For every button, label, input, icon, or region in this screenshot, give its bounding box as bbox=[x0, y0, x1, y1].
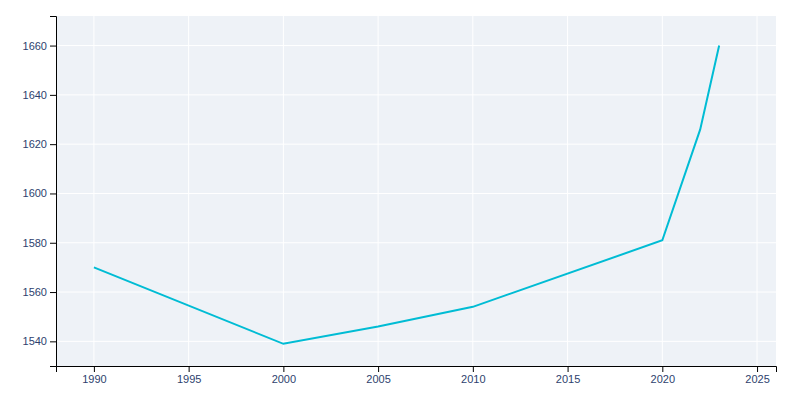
axis-line bbox=[57, 367, 777, 373]
y-axis: 1540 1560 1580 1600 1620 1640 1660 bbox=[23, 17, 57, 367]
marks bbox=[94, 46, 719, 344]
tick-label: 2005 bbox=[366, 373, 390, 385]
tick: 1560 bbox=[23, 286, 56, 298]
tick: 1580 bbox=[23, 237, 56, 249]
plot: 1990 1995 2000 2005 2010 2015 2020 2025 1540 1560… bbox=[23, 16, 777, 385]
tick-label: 1640 bbox=[23, 89, 47, 101]
grid-line-y bbox=[56, 193, 776, 194]
tick-mark bbox=[50, 292, 56, 293]
tick-mark bbox=[662, 366, 663, 372]
grid-line-x bbox=[283, 16, 284, 366]
tick: 2020 bbox=[651, 366, 675, 385]
chart-svg: 1990 1995 2000 2005 2010 2015 2020 2025 1540 1560… bbox=[0, 0, 800, 400]
tick-label: 2015 bbox=[556, 373, 580, 385]
tick-mark bbox=[568, 366, 569, 372]
tick-label: 1540 bbox=[23, 335, 47, 347]
grid-line-y bbox=[56, 242, 776, 243]
tick-label: 2025 bbox=[745, 373, 769, 385]
tick: 1620 bbox=[23, 138, 56, 150]
tick-mark bbox=[189, 366, 190, 372]
tick-label: 1990 bbox=[82, 373, 106, 385]
tick-mark bbox=[473, 366, 474, 372]
tick: 1990 bbox=[82, 366, 106, 385]
tick-label: 2010 bbox=[461, 373, 485, 385]
grid-line-y bbox=[56, 45, 776, 46]
tick: 1640 bbox=[23, 89, 56, 101]
tick-mark bbox=[50, 144, 56, 145]
tick-label: 2020 bbox=[651, 373, 675, 385]
grid bbox=[56, 16, 776, 366]
grid-line-x bbox=[188, 16, 189, 366]
tick-label: 1600 bbox=[23, 187, 47, 199]
tick-mark bbox=[283, 366, 284, 372]
grid-line-x bbox=[757, 16, 758, 366]
chart-container: 1990 1995 2000 2005 2010 2015 2020 2025 1540 1560… bbox=[0, 0, 800, 400]
tick-mark bbox=[50, 193, 56, 194]
tick: 1540 bbox=[23, 335, 56, 347]
tick-mark bbox=[94, 366, 95, 372]
grid-line-x bbox=[93, 16, 94, 366]
tick-label: 2000 bbox=[272, 373, 296, 385]
x-axis: 1990 1995 2000 2005 2010 2015 2020 2025 bbox=[57, 366, 777, 385]
population-line bbox=[94, 46, 719, 344]
tick-label: 1560 bbox=[23, 286, 47, 298]
tick-label: 1580 bbox=[23, 237, 47, 249]
grid-line-y bbox=[56, 94, 776, 95]
tick-mark bbox=[50, 341, 56, 342]
tick-label: 1995 bbox=[177, 373, 201, 385]
grid-line-y bbox=[56, 144, 776, 145]
tick-mark bbox=[50, 46, 56, 47]
grid-line-x bbox=[662, 16, 663, 366]
tick-label: 1660 bbox=[23, 40, 47, 52]
tick-mark bbox=[50, 243, 56, 244]
tick-mark bbox=[757, 366, 758, 372]
tick: 1995 bbox=[177, 366, 201, 385]
grid-line-x bbox=[567, 16, 568, 366]
grid-line-x bbox=[472, 16, 473, 366]
tick: 2025 bbox=[745, 366, 769, 385]
plot-background bbox=[56, 16, 776, 366]
tick: 2000 bbox=[272, 366, 296, 385]
tick: 1600 bbox=[23, 187, 56, 199]
grid-line-y bbox=[56, 292, 776, 293]
axis-line bbox=[50, 17, 57, 367]
tick: 2015 bbox=[556, 366, 580, 385]
grid-line-y bbox=[56, 341, 776, 342]
tick: 2005 bbox=[366, 366, 390, 385]
tick-mark bbox=[378, 366, 379, 372]
tick: 1660 bbox=[23, 40, 56, 52]
tick-label: 1620 bbox=[23, 138, 47, 150]
tick-mark bbox=[50, 95, 56, 96]
tick: 2010 bbox=[461, 366, 485, 385]
grid-line-x bbox=[378, 16, 379, 366]
